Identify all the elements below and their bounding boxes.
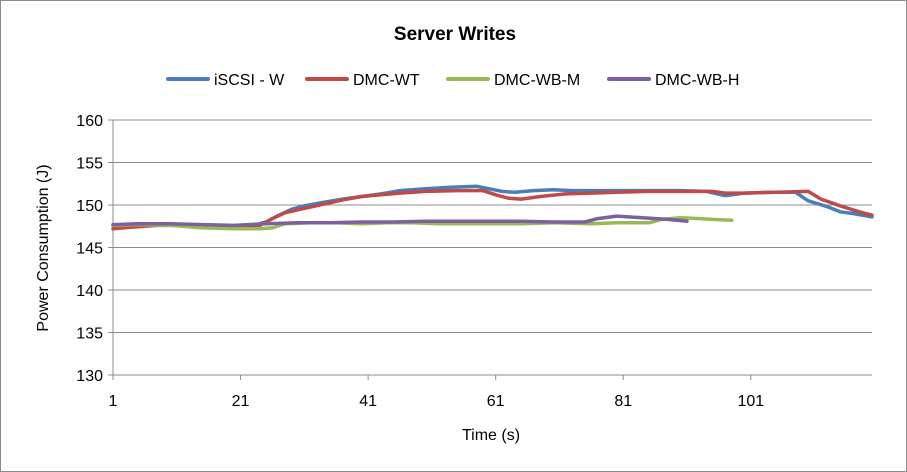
y-tick-label: 150: [76, 198, 103, 215]
x-tick-label: 21: [232, 393, 250, 410]
x-tick-label: 81: [614, 393, 632, 410]
legend-item: DMC-WT: [305, 72, 420, 89]
legend: iSCSI - W DMC-WT DMC-WB-M DMC-WB-H: [166, 72, 739, 89]
y-tick-label: 140: [76, 283, 103, 300]
y-tick-label: 160: [76, 113, 103, 130]
y-axis-ticks: 130 135 140 145 150 155 160: [76, 113, 103, 385]
y-tick-label: 155: [76, 156, 103, 173]
legend-label: DMC-WB-M: [494, 72, 580, 89]
y-tick-label: 145: [76, 241, 103, 258]
legend-label: DMC-WT: [353, 72, 420, 89]
legend-item: DMC-WB-M: [446, 72, 580, 89]
gridlines: [108, 119, 872, 376]
series-line-dmc-wb-h: [111, 214, 689, 228]
x-axis-ticks: 1 21 41 61 81 101: [109, 375, 764, 410]
legend-label: DMC-WB-H: [655, 72, 739, 89]
x-tick-label: 1: [109, 393, 118, 410]
x-tick-label: 61: [487, 393, 505, 410]
y-axis-label: Power Consumption (J): [35, 164, 52, 331]
series-lines: [111, 184, 874, 231]
y-tick-label: 135: [76, 326, 103, 343]
legend-item: iSCSI - W: [166, 72, 285, 89]
legend-label: iSCSI - W: [214, 72, 285, 89]
x-tick-label: 101: [737, 393, 764, 410]
chart-title: Server Writes: [394, 24, 516, 45]
y-tick-label: 130: [76, 368, 103, 385]
x-axis-label: Time (s): [462, 427, 520, 444]
legend-item: DMC-WB-H: [607, 72, 739, 89]
x-tick-label: 41: [359, 393, 377, 410]
